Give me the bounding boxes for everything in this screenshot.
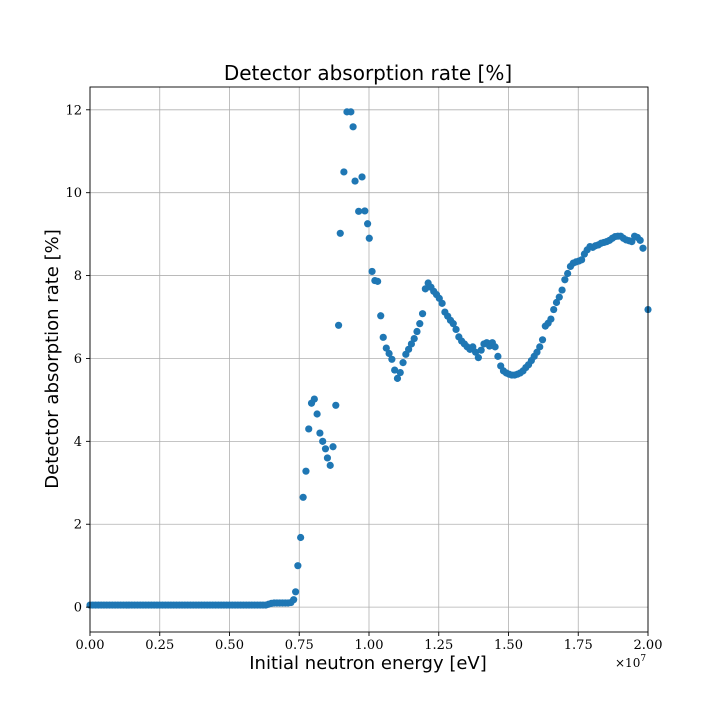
y-tick-label: 0 [74, 601, 82, 616]
x-tick-label: 1.25 [424, 638, 453, 653]
x-tick-label: 0.25 [145, 638, 174, 653]
chart-title: Detector absorption rate [%] [224, 61, 512, 85]
data-point [449, 320, 457, 328]
data-point [410, 334, 418, 343]
data-point [471, 348, 480, 356]
data-points [86, 108, 652, 609]
data-point [347, 108, 355, 116]
data-point [336, 229, 344, 237]
y-tick-label: 6 [74, 352, 82, 367]
data-point [407, 340, 416, 348]
data-point [302, 467, 310, 475]
x-scale-exponent: 7 [640, 654, 646, 664]
data-point [310, 395, 318, 403]
data-point [334, 321, 343, 329]
x-tick-label: 1.50 [494, 638, 523, 653]
data-point [290, 596, 298, 604]
data-point [316, 429, 324, 437]
data-point [533, 348, 541, 356]
data-point [329, 443, 337, 451]
data-point [294, 562, 302, 570]
data-point [555, 293, 563, 301]
data-point [297, 533, 305, 542]
data-point [405, 345, 413, 353]
x-tick-label: 0.00 [76, 638, 105, 653]
y-tick-label: 12 [65, 103, 82, 118]
data-point [377, 312, 385, 320]
data-point [416, 320, 424, 328]
x-tick-label: 1.75 [564, 638, 593, 653]
data-point [399, 359, 407, 367]
data-point [368, 267, 376, 276]
data-point [299, 493, 307, 501]
data-point [364, 220, 372, 228]
data-point [321, 445, 330, 453]
data-point [538, 336, 547, 344]
x-axis-label: Initial neutron energy [eV] [249, 653, 487, 674]
data-point [578, 256, 586, 264]
data-point [379, 333, 387, 341]
y-tick-label: 8 [74, 269, 82, 284]
y-tick-label: 2 [74, 518, 82, 533]
data-point [477, 346, 485, 354]
y-tick-label: 4 [74, 435, 82, 450]
data-point [547, 315, 555, 323]
data-point [421, 285, 429, 293]
data-point [552, 298, 561, 307]
data-point [418, 310, 427, 318]
data-point [396, 368, 404, 377]
data-point [382, 344, 390, 352]
data-point [536, 343, 544, 351]
data-point [550, 305, 558, 314]
data-point [319, 437, 327, 445]
data-point [636, 236, 644, 244]
data-point [391, 366, 399, 374]
data-point [351, 177, 359, 185]
data-point [358, 173, 366, 181]
data-point [292, 588, 300, 596]
data-point [323, 454, 332, 462]
data-point [305, 425, 313, 433]
y-axis-label: Detector absorption rate [%] [42, 229, 63, 488]
data-point [469, 343, 477, 351]
data-point [365, 234, 373, 242]
data-point [628, 237, 636, 246]
data-point [393, 374, 402, 382]
data-point [452, 325, 460, 334]
x-tick-label: 0.50 [215, 638, 244, 653]
data-point [374, 277, 382, 285]
data-point [326, 461, 334, 469]
tick-layer: 0.00 0.25 0.50 0.75 1.00 1.25 1.50 1.75 2.00 0 2 4 6… [65, 103, 662, 653]
data-point [561, 276, 569, 284]
data-point [558, 286, 566, 294]
data-point [313, 410, 321, 418]
data-point [494, 352, 502, 360]
data-point [491, 343, 499, 351]
data-point [564, 269, 572, 278]
data-point [332, 401, 340, 409]
data-point [388, 355, 396, 363]
data-point [474, 354, 482, 362]
data-point [355, 207, 363, 215]
data-point [349, 123, 357, 131]
data-point [361, 207, 369, 215]
x-tick-label: 2.00 [634, 638, 663, 653]
x-scale-base: ×10 [615, 656, 640, 670]
grid-layer [89, 87, 649, 632]
x-scale-multiplier: ×107 [615, 654, 646, 670]
data-point [413, 327, 421, 336]
data-point [438, 299, 446, 307]
data-point [385, 349, 393, 358]
data-point [639, 244, 647, 252]
x-tick-label: 1.00 [355, 638, 384, 653]
data-point [340, 168, 348, 176]
y-tick-label: 10 [65, 186, 82, 201]
x-tick-label: 0.75 [285, 638, 314, 653]
